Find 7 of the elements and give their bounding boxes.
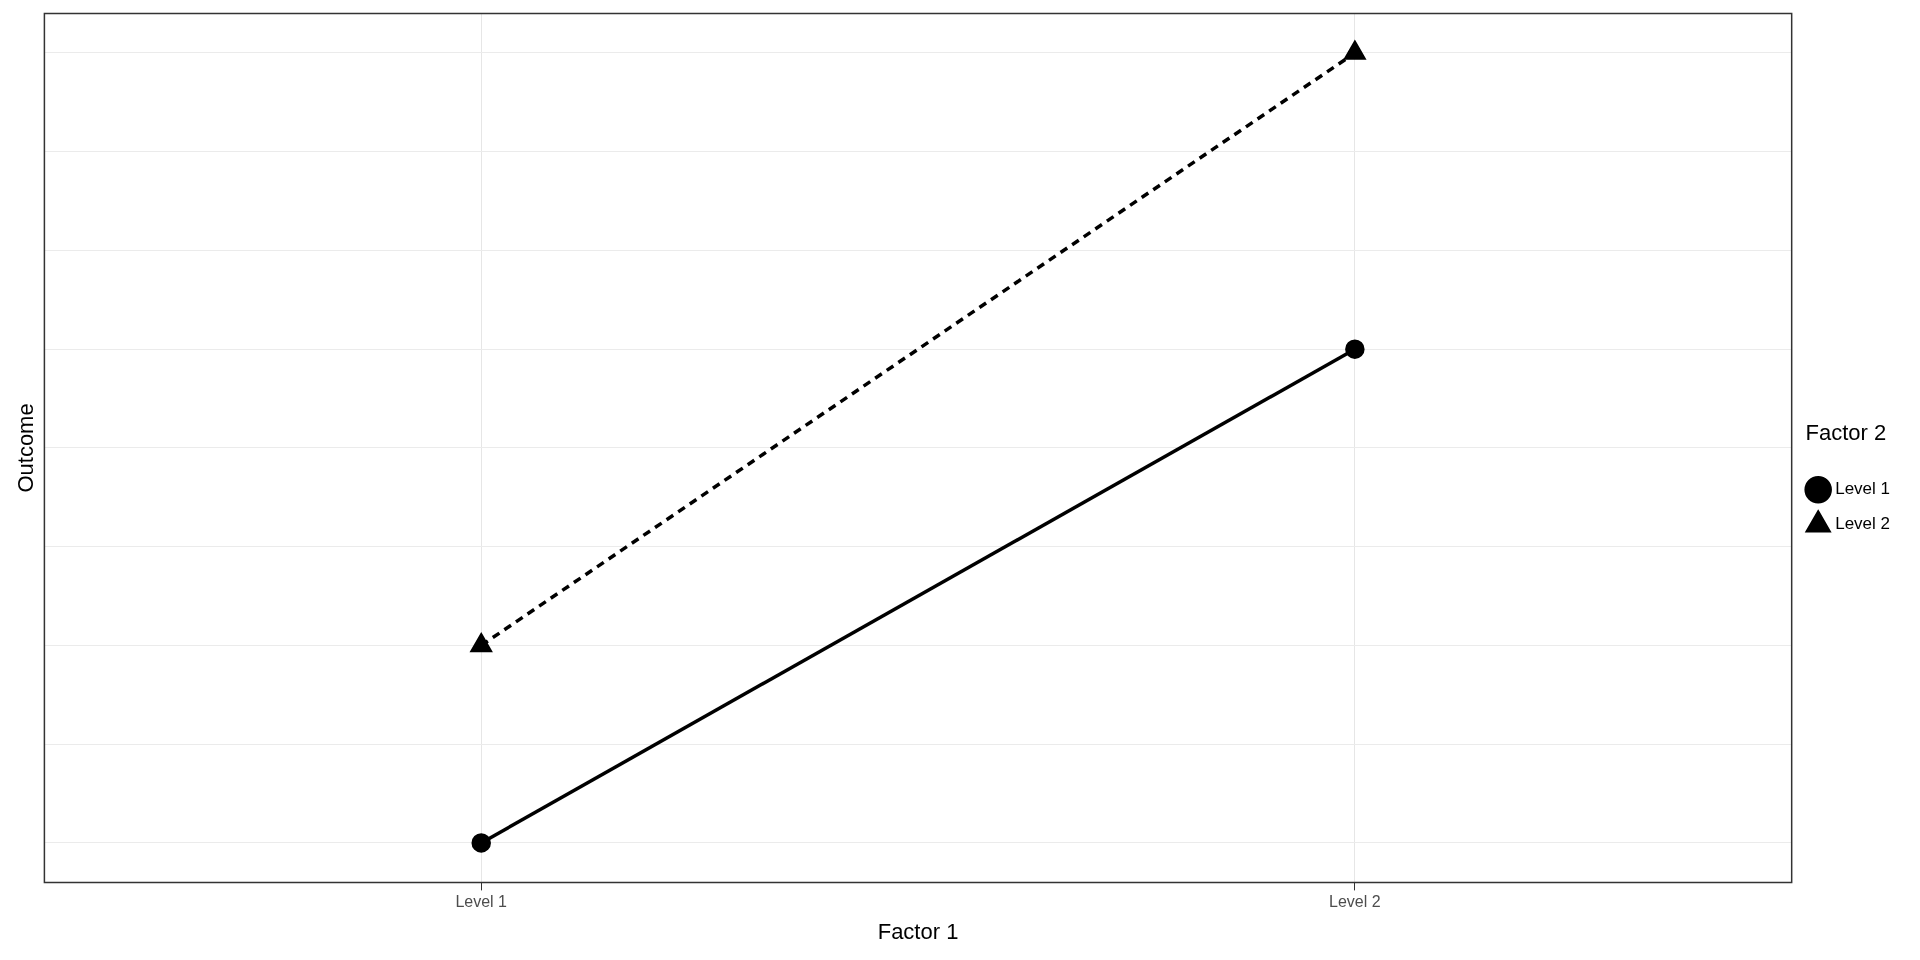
y-axis-title: Outcome: [13, 403, 39, 493]
x-axis-title: Factor 1: [877, 918, 959, 944]
legend-label: Level 2: [1835, 514, 1891, 534]
point: [1345, 339, 1365, 359]
legend-label: Level 1: [1835, 479, 1891, 499]
legend-title: Factor 2: [1805, 419, 1887, 445]
point: [471, 833, 491, 853]
